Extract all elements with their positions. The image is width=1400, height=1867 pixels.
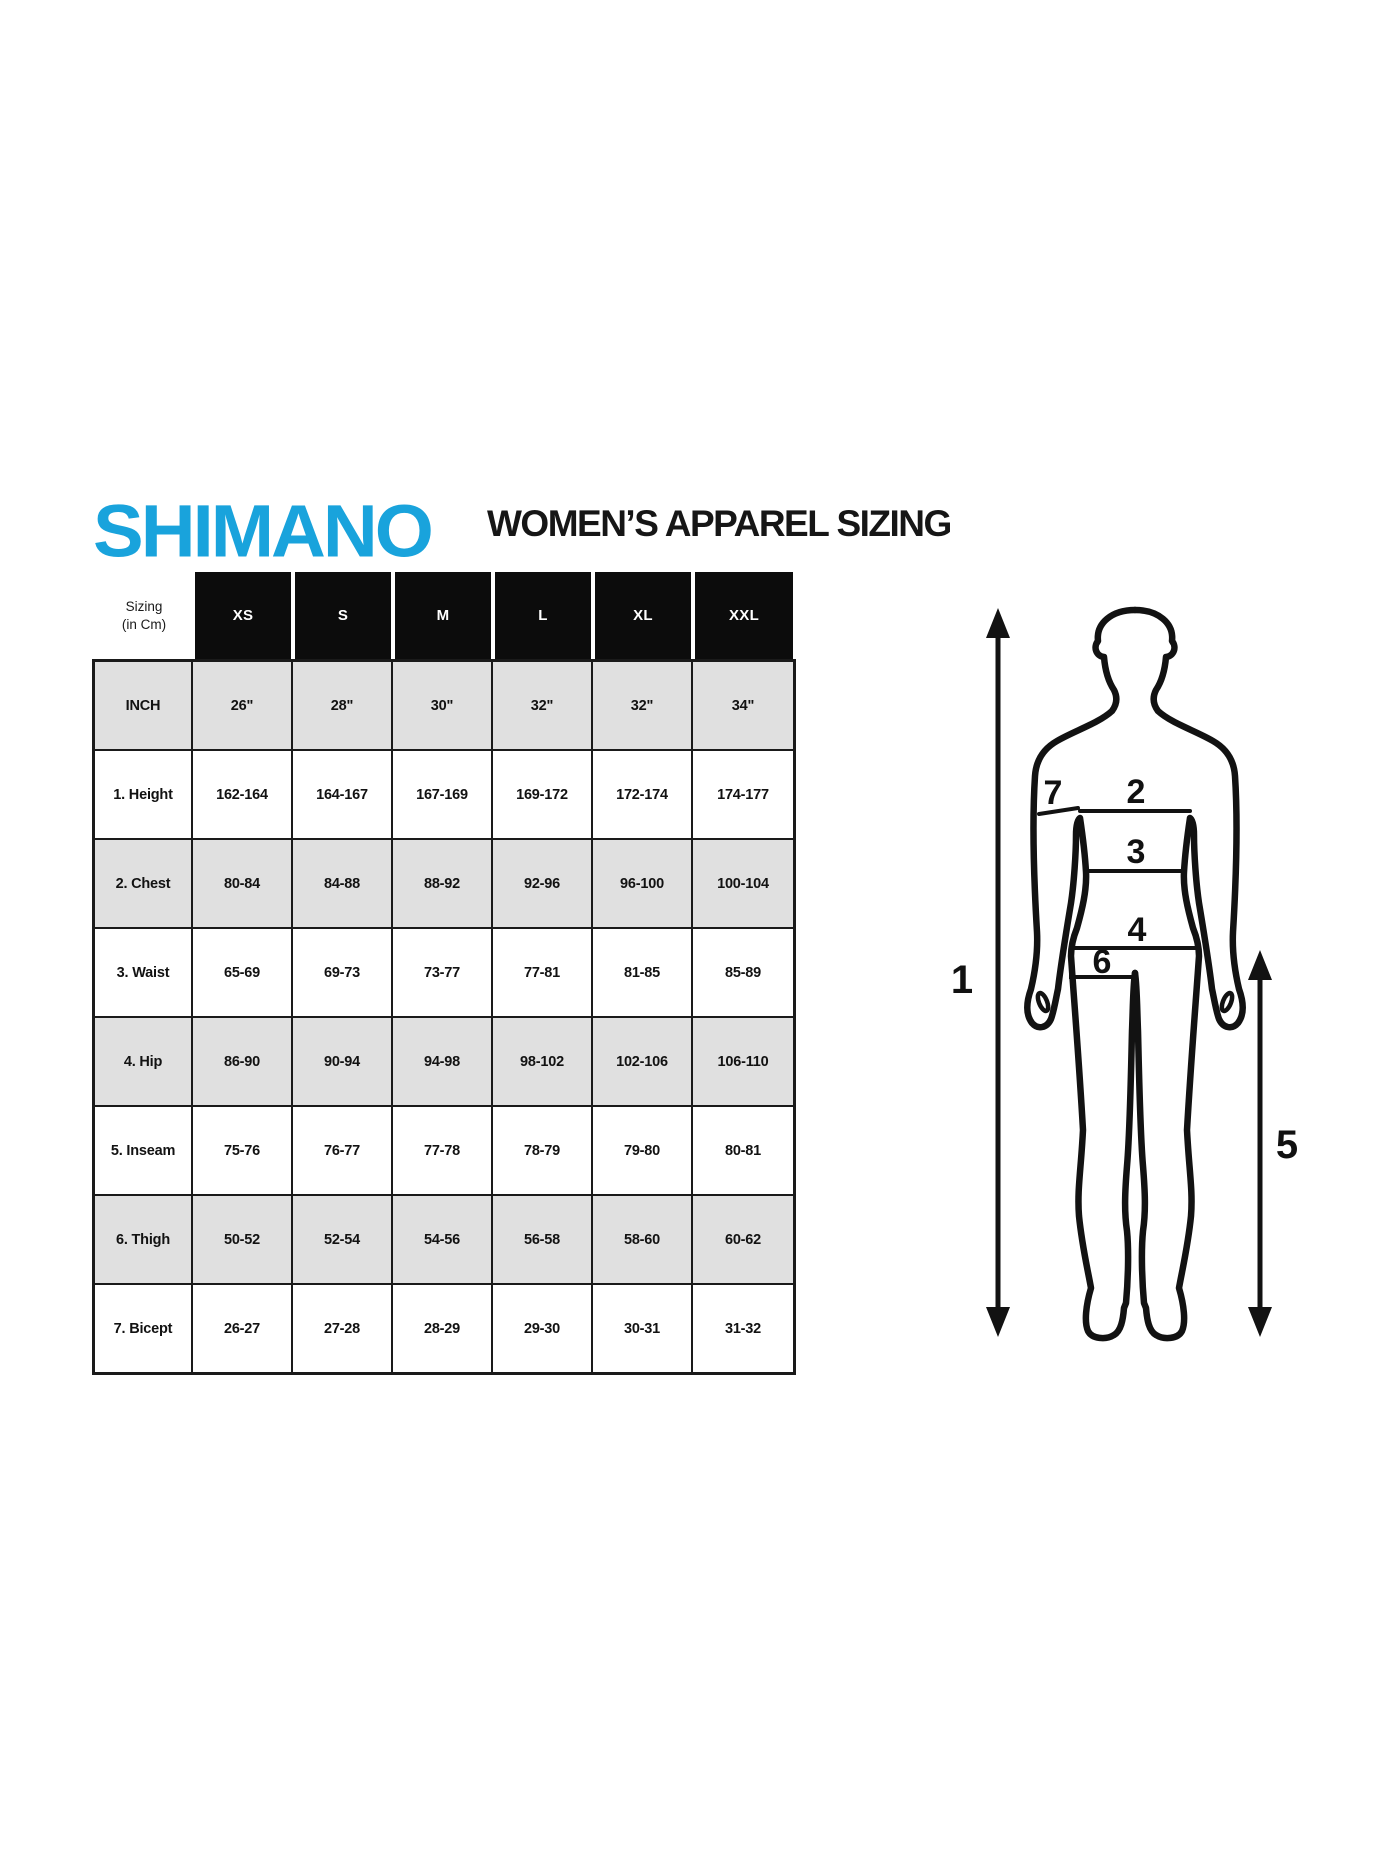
value-cell: 26" <box>193 662 293 751</box>
value-cell: 106-110 <box>693 1018 793 1107</box>
value-cell: 172-174 <box>593 751 693 840</box>
value-cell: 80-84 <box>193 840 293 929</box>
value-cell: 30" <box>393 662 493 751</box>
inseam-arrow <box>1248 950 1272 1337</box>
inseam-marker-label: 5 <box>1276 1123 1298 1167</box>
size-column-header-xs: XS <box>193 572 293 659</box>
body-measurement-diagram: 1 5 7 2 3 4 6 <box>951 606 1298 1370</box>
row-label-cell: 3. Waist <box>95 929 193 1018</box>
value-cell: 167-169 <box>393 751 493 840</box>
page-title: WOMEN’S APPAREL SIZING <box>487 503 952 544</box>
value-cell: 32" <box>493 662 593 751</box>
size-column-header-xl: XL <box>593 572 693 659</box>
size-table-body: INCH 26" 28" 30" 32" 32" 34" 1. Height 162-164 16… <box>92 659 796 1375</box>
value-cell: 76-77 <box>293 1107 393 1196</box>
value-cell: 28-29 <box>393 1285 493 1372</box>
value-cell: 79-80 <box>593 1107 693 1196</box>
value-cell: 54-56 <box>393 1196 493 1285</box>
height-arrow <box>986 608 1010 1337</box>
value-cell: 56-58 <box>493 1196 593 1285</box>
value-cell: 31-32 <box>693 1285 793 1372</box>
value-cell: 94-98 <box>393 1018 493 1107</box>
value-cell: 102-106 <box>593 1018 693 1107</box>
arrow-down-icon <box>986 1307 1010 1337</box>
value-cell: 88-92 <box>393 840 493 929</box>
value-cell: 29-30 <box>493 1285 593 1372</box>
size-column-header-xxl: XXL <box>693 572 793 659</box>
bicep-marker-label: 7 <box>1044 774 1063 812</box>
value-cell: 169-172 <box>493 751 593 840</box>
value-cell: 164-167 <box>293 751 393 840</box>
value-cell: 65-69 <box>193 929 293 1018</box>
value-cell: 98-102 <box>493 1018 593 1107</box>
value-cell: 69-73 <box>293 929 393 1018</box>
value-cell: 92-96 <box>493 840 593 929</box>
value-cell: 30-31 <box>593 1285 693 1372</box>
value-cell: 75-76 <box>193 1107 293 1196</box>
value-cell: 81-85 <box>593 929 693 1018</box>
thigh-marker-label: 6 <box>1093 943 1112 981</box>
size-table-header-row: Sizing (in Cm) XS S M L XL XXL <box>95 572 793 659</box>
body-outline <box>1024 606 1139 1342</box>
chest-marker-label: 2 <box>1127 773 1146 811</box>
value-cell: 78-79 <box>493 1107 593 1196</box>
row-label-cell: INCH <box>95 662 193 751</box>
corner-label-line2: (in Cm) <box>121 616 167 632</box>
table-corner-label: Sizing (in Cm) <box>95 572 193 659</box>
value-cell: 84-88 <box>293 840 393 929</box>
hip-marker-label: 4 <box>1128 911 1147 949</box>
value-cell: 86-90 <box>193 1018 293 1107</box>
value-cell: 80-81 <box>693 1107 793 1196</box>
value-cell: 26-27 <box>193 1285 293 1372</box>
value-cell: 90-94 <box>293 1018 393 1107</box>
value-cell: 60-62 <box>693 1196 793 1285</box>
value-cell: 34" <box>693 662 793 751</box>
arrow-up-icon <box>1248 950 1272 980</box>
row-label-cell: 5. Inseam <box>95 1107 193 1196</box>
value-cell: 73-77 <box>393 929 493 1018</box>
row-label-cell: 1. Height <box>95 751 193 840</box>
value-cell: 52-54 <box>293 1196 393 1285</box>
size-column-header-l: L <box>493 572 593 659</box>
sizing-table: Sizing (in Cm) XS S M L XL XXL INCH 26" 28" 30" 3… <box>92 572 796 1375</box>
value-cell: 174-177 <box>693 751 793 840</box>
thigh-line <box>1069 946 1135 979</box>
row-label-cell: 4. Hip <box>95 1018 193 1107</box>
arrow-up-icon <box>986 608 1010 638</box>
value-cell: 162-164 <box>193 751 293 840</box>
value-cell: 32" <box>593 662 693 751</box>
row-label-cell: 6. Thigh <box>95 1196 193 1285</box>
size-column-header-s: S <box>293 572 393 659</box>
waist-marker-label: 3 <box>1127 833 1146 871</box>
height-marker-label: 1 <box>951 958 973 1002</box>
shimano-logo: SHIMANO <box>93 489 434 574</box>
arrow-down-icon <box>1248 1307 1272 1337</box>
thumb-detail <box>1035 990 1051 1014</box>
row-label-cell: 7. Bicept <box>95 1285 193 1372</box>
corner-label-line1: Sizing <box>125 598 163 614</box>
value-cell: 28" <box>293 662 393 751</box>
value-cell: 50-52 <box>193 1196 293 1285</box>
value-cell: 96-100 <box>593 840 693 929</box>
size-column-header-m: M <box>393 572 493 659</box>
value-cell: 77-81 <box>493 929 593 1018</box>
bicep-line <box>1037 806 1080 816</box>
value-cell: 58-60 <box>593 1196 693 1285</box>
value-cell: 85-89 <box>693 929 793 1018</box>
value-cell: 27-28 <box>293 1285 393 1372</box>
value-cell: 77-78 <box>393 1107 493 1196</box>
value-cell: 100-104 <box>693 840 793 929</box>
row-label-cell: 2. Chest <box>95 840 193 929</box>
